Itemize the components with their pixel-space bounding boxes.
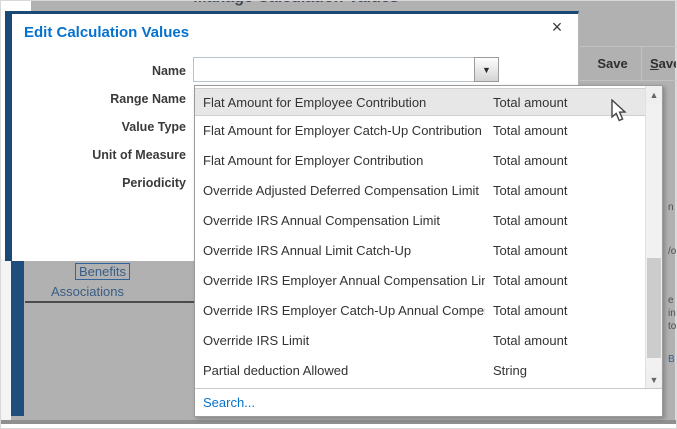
name-input[interactable] — [193, 57, 475, 82]
background-page-title: Manage Calculation Values — [101, 1, 491, 10]
dropdown-option[interactable]: Flat Amount for Employee Contribution To… — [195, 88, 645, 116]
name-dropdown-panel: Flat Amount for Employee Contribution To… — [194, 85, 663, 417]
scrollbar-thumb[interactable] — [647, 258, 661, 358]
dropdown-option[interactable]: Override Adjusted Deferred Compensation … — [203, 183, 568, 198]
save-and-close-button[interactable]: Save a — [641, 47, 676, 80]
dropdown-option[interactable]: Override IRS Annual Limit Catch-Up Total… — [203, 243, 568, 258]
edge-fragment: /o — [668, 246, 677, 257]
edge-fragment: in — [668, 308, 676, 319]
scroll-up-icon[interactable]: ▲ — [646, 86, 662, 104]
background-toolbar: Save Save a — [580, 46, 676, 81]
tab-associations[interactable]: Associations — [51, 284, 124, 299]
dropdown-option[interactable]: Partial deduction Allowed String — [203, 363, 527, 378]
label-value-type: Value Type — [121, 120, 186, 134]
left-edge-spacer — [1, 11, 5, 261]
label-name: Name — [151, 64, 186, 78]
chevron-down-icon: ▼ — [482, 65, 491, 75]
edge-fragment: to — [668, 321, 677, 332]
dropdown-toggle-button[interactable]: ▼ — [474, 57, 499, 82]
dropdown-option[interactable]: Override IRS Limit Total amount — [203, 333, 568, 348]
background-region-border — [11, 260, 24, 416]
save-button[interactable]: Save — [597, 56, 628, 71]
tab-benefits[interactable]: Benefits — [75, 263, 130, 280]
left-edge-spacer-bottom — [1, 259, 11, 420]
search-link[interactable]: Search... — [203, 395, 256, 410]
label-unit-of-measure: Unit of Measure — [92, 148, 186, 162]
corner-spacer — [1, 1, 31, 11]
tab-underline — [25, 301, 195, 303]
edge-fragment: n — [668, 202, 674, 213]
page-bottom-divider — [1, 420, 676, 424]
save-and-rest: ave a — [658, 56, 676, 71]
right-edge-spacer — [675, 1, 676, 420]
dropdown-option-list: Flat Amount for Employee Contribution To… — [195, 86, 645, 388]
page-title: Manage Calculation Values — [101, 1, 491, 7]
scroll-down-icon[interactable]: ▼ — [646, 371, 662, 389]
label-range-name: Range Name — [110, 92, 186, 106]
dropdown-search-row: Search... — [195, 388, 662, 416]
edge-fragment: e — [668, 295, 674, 306]
dropdown-option[interactable]: Flat Amount for Employer Catch-Up Contri… — [203, 123, 568, 138]
dropdown-scrollbar[interactable]: ▲ ▼ — [645, 86, 662, 389]
label-periodicity: Periodicity — [122, 176, 186, 190]
dropdown-option[interactable]: Override IRS Annual Compensation Limit T… — [203, 213, 568, 228]
close-icon[interactable]: × — [551, 17, 563, 37]
dropdown-option[interactable]: Override IRS Employer Annual Compensatio… — [203, 273, 568, 288]
edge-fragment: B — [668, 354, 675, 365]
dialog-title: Edit Calculation Values — [24, 24, 190, 41]
mouse-cursor-icon — [611, 99, 627, 122]
save-and-accel: S — [650, 56, 659, 71]
dropdown-option[interactable]: Flat Amount for Employer Contribution To… — [203, 153, 568, 168]
dropdown-option[interactable]: Override IRS Employer Catch-Up Annual Co… — [203, 303, 568, 318]
